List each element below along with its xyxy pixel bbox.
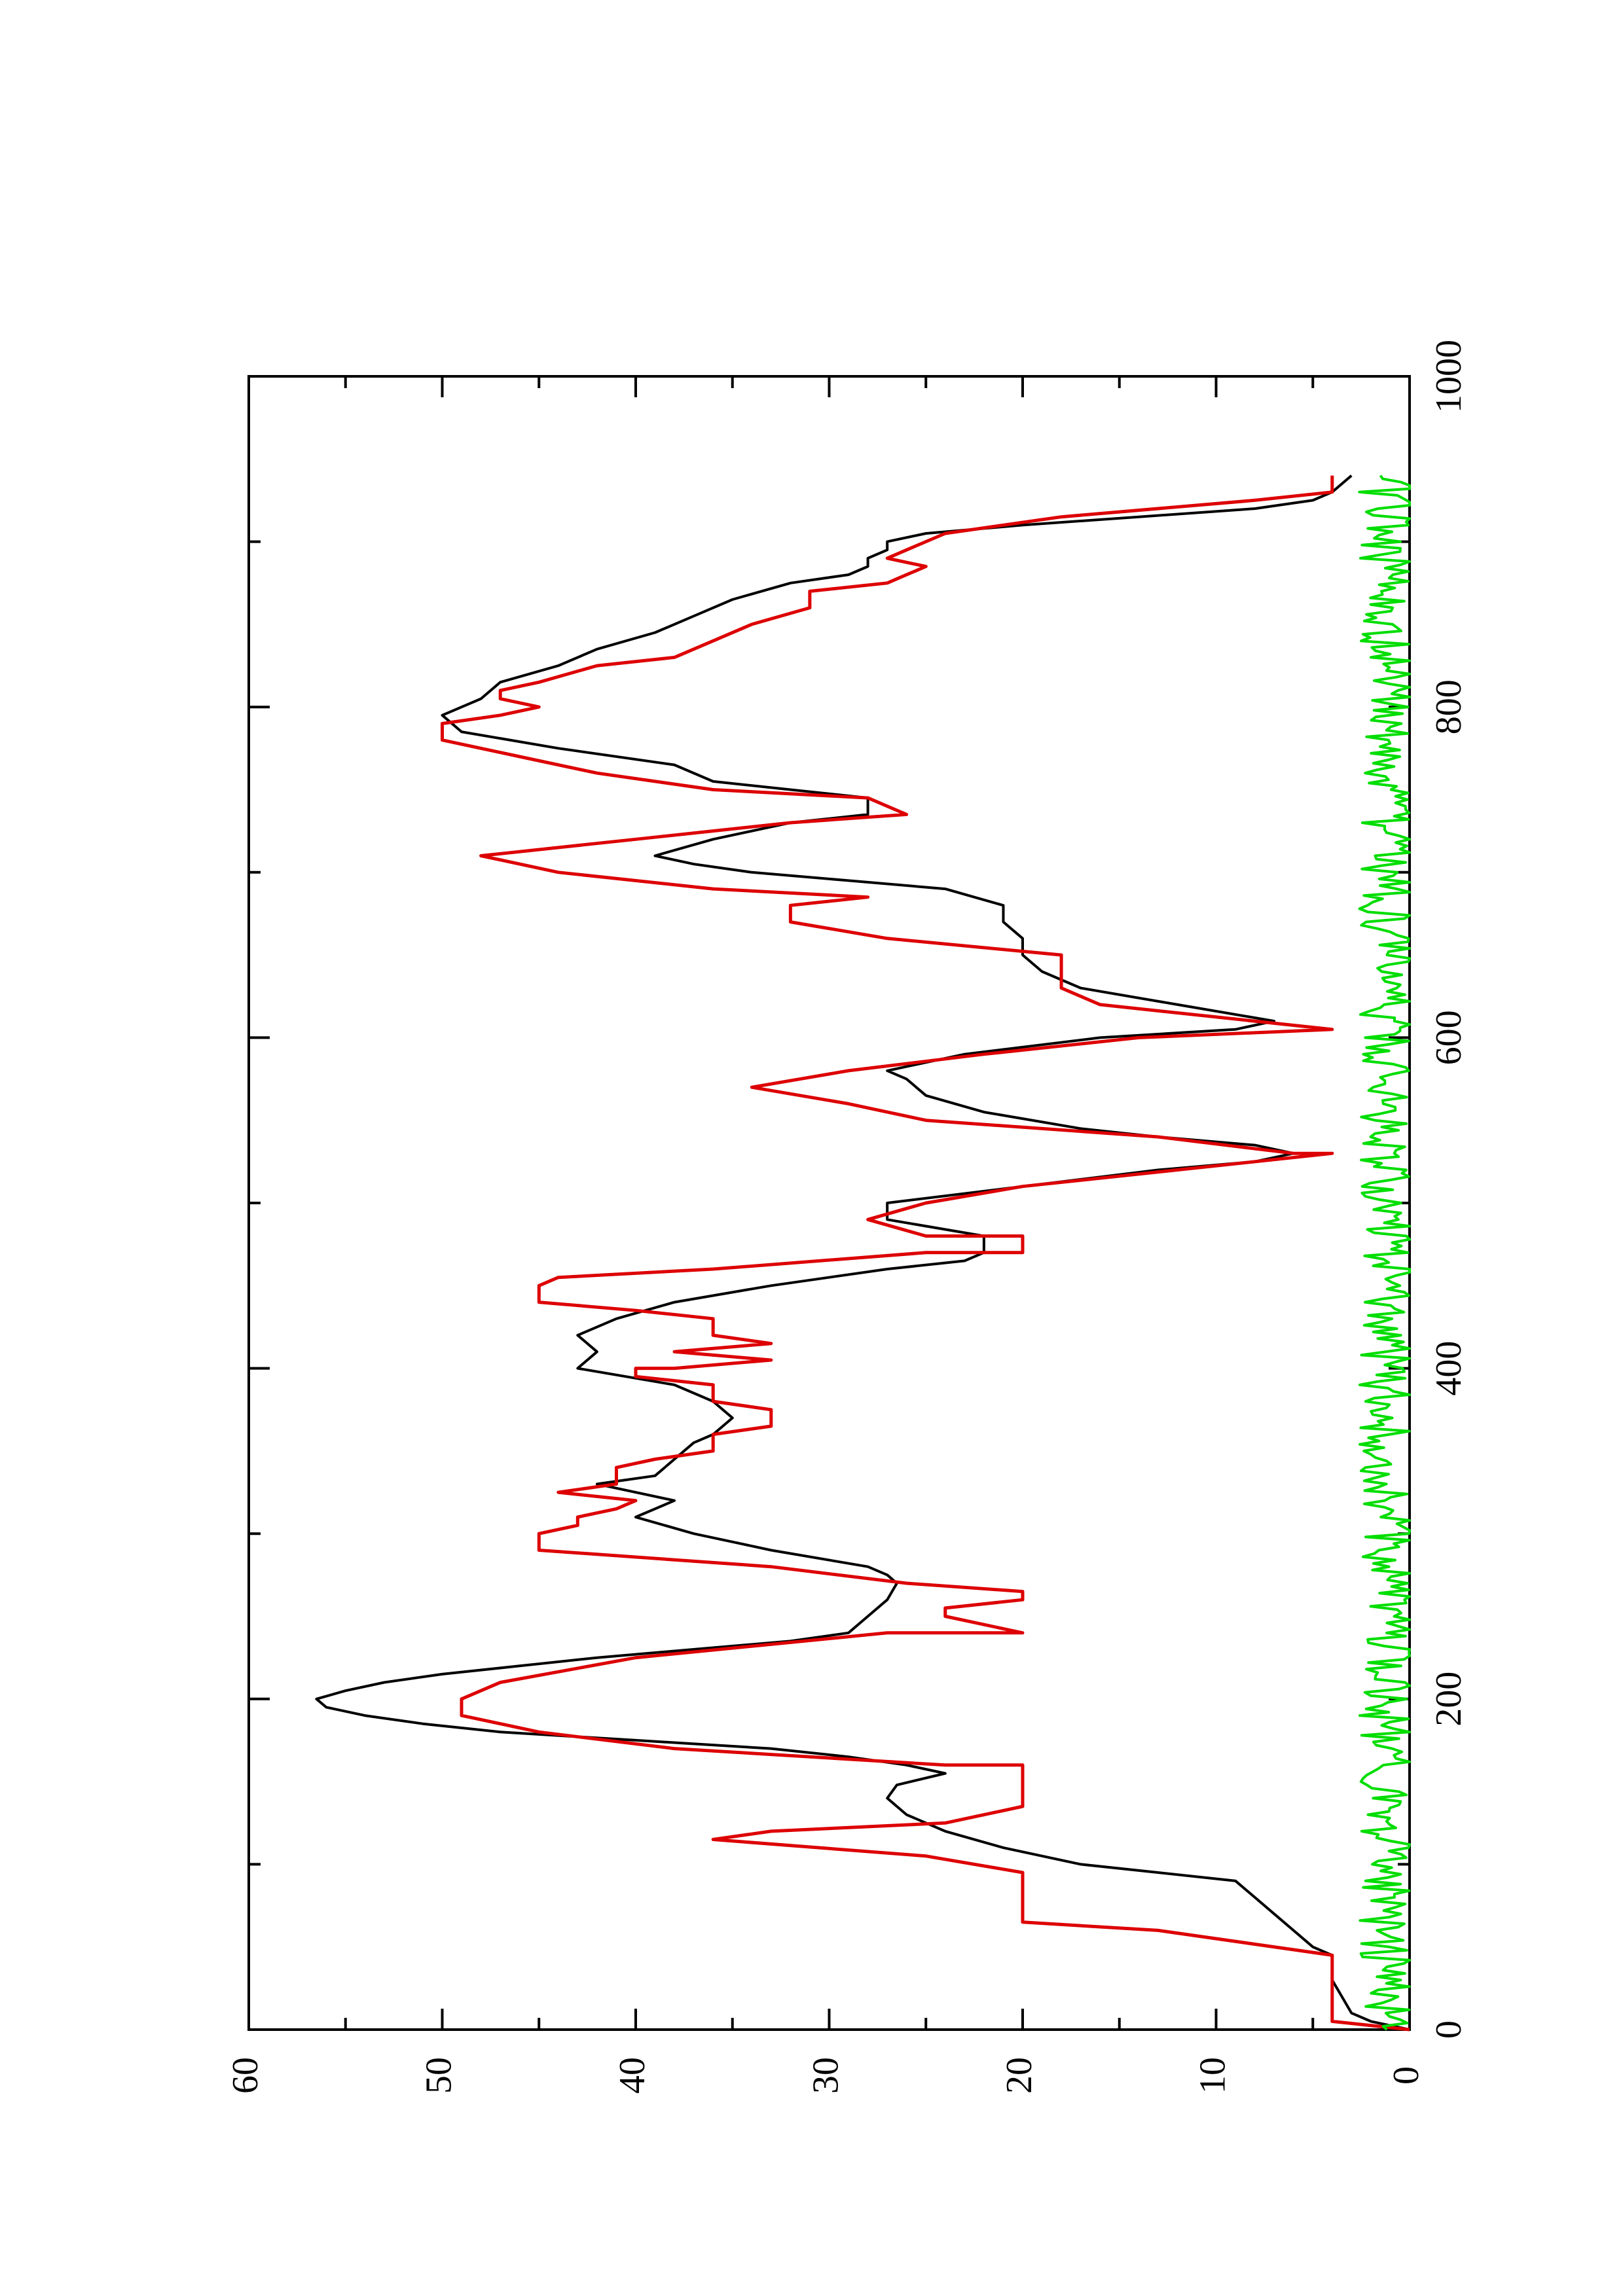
series-layer <box>315 475 1411 2032</box>
x-tick-label: 800 <box>1429 679 1469 734</box>
y-tick-label: 20 <box>999 2057 1040 2094</box>
y-tick-label: 60 <box>225 2057 266 2094</box>
axis-tick-labels: 0 200 400 600 800 1000 0 10 20 30 40 50 60 <box>225 340 1469 2094</box>
series-line-2 <box>441 475 1410 2032</box>
series-line-1 <box>315 475 1410 2031</box>
plot-frame <box>247 375 1411 2031</box>
x-tick-label: 600 <box>1429 1010 1469 1065</box>
x-tick-label: 1000 <box>1429 340 1469 413</box>
y-tick-label: 0 <box>1386 2066 1427 2085</box>
x-tick-label: 0 <box>1429 2020 1469 2039</box>
axis-ticks <box>247 375 1411 2031</box>
x-tick-label: 200 <box>1429 1672 1469 1727</box>
series-line-3 <box>1358 475 1411 2031</box>
y-tick-label: 10 <box>1192 2057 1233 2094</box>
y-tick-label: 50 <box>418 2057 459 2094</box>
x-tick-label: 400 <box>1429 1341 1469 1396</box>
y-tick-label: 40 <box>612 2057 653 2094</box>
y-tick-label: 30 <box>805 2057 846 2094</box>
